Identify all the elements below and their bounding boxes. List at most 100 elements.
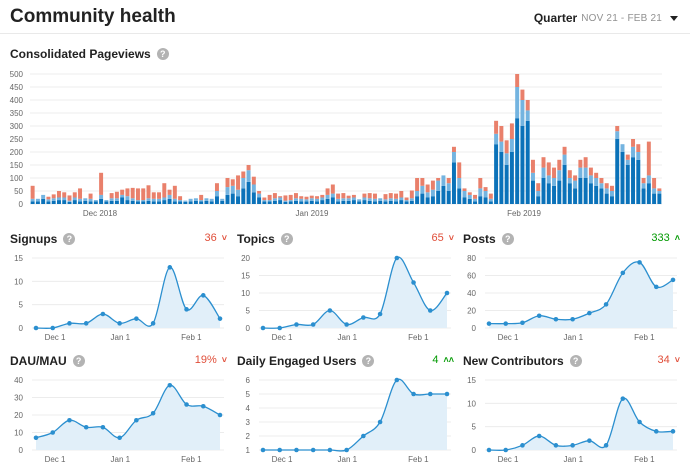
pageviews-bar-segment[interactable] — [546, 183, 551, 204]
pageviews-bar-segment[interactable] — [299, 201, 304, 204]
pageviews-bar-segment[interactable] — [409, 198, 414, 201]
pageviews-bar-segment[interactable] — [193, 198, 198, 201]
topics-point[interactable] — [427, 308, 433, 313]
pageviews-bar-segment[interactable] — [657, 193, 662, 204]
pageviews-bar-segment[interactable] — [404, 200, 409, 202]
pageviews-bar-segment[interactable] — [299, 196, 304, 199]
pageviews-bar-segment[interactable] — [509, 123, 514, 139]
pageviews-bar-segment[interactable] — [451, 146, 456, 152]
pageviews-bar-segment[interactable] — [378, 198, 383, 201]
pageviews-bar-segment[interactable] — [609, 196, 614, 204]
new-contributors-point[interactable] — [670, 429, 676, 434]
pageviews-bar-segment[interactable] — [251, 176, 256, 185]
pageviews-bar-segment[interactable] — [441, 185, 446, 204]
pageviews-bar-segment[interactable] — [236, 189, 241, 197]
pageviews-bar-segment[interactable] — [525, 110, 530, 121]
pageviews-bar-segment[interactable] — [220, 198, 225, 201]
pageviews-bar-segment[interactable] — [183, 200, 188, 202]
pageviews-bar-segment[interactable] — [151, 192, 156, 199]
pageviews-bar-segment[interactable] — [567, 183, 572, 204]
pageviews-bar-segment[interactable] — [541, 157, 546, 168]
pageviews-bar-segment[interactable] — [67, 200, 72, 202]
pageviews-bar-segment[interactable] — [583, 178, 588, 204]
pageviews-bar-segment[interactable] — [146, 185, 151, 199]
dau-mau-point[interactable] — [117, 435, 122, 441]
posts-point[interactable] — [620, 270, 626, 276]
pageviews-bar-segment[interactable] — [520, 126, 525, 204]
pageviews-bar-segment[interactable] — [178, 196, 183, 201]
pageviews-bar-segment[interactable] — [483, 197, 488, 205]
pageviews-bar-segment[interactable] — [88, 193, 93, 199]
pageviews-bar-segment[interactable] — [636, 152, 641, 160]
pageviews-bar-segment[interactable] — [167, 198, 172, 204]
pageviews-bar-segment[interactable] — [204, 198, 209, 201]
pageviews-bar-segment[interactable] — [467, 192, 472, 195]
pageviews-bar-segment[interactable] — [357, 201, 362, 204]
signups-point[interactable] — [67, 321, 72, 326]
pageviews-bar-segment[interactable] — [78, 198, 83, 202]
pageviews-bar-segment[interactable] — [341, 193, 346, 199]
pageviews-bar-segment[interactable] — [494, 144, 499, 204]
pageviews-bar-segment[interactable] — [35, 198, 40, 202]
pageviews-bar-segment[interactable] — [483, 187, 488, 191]
pageviews-bar-segment[interactable] — [125, 188, 130, 197]
dau-mau-point[interactable] — [33, 435, 39, 441]
pageviews-bar-segment[interactable] — [83, 200, 88, 204]
pageviews-bar-segment[interactable] — [631, 139, 636, 147]
pageviews-bar-segment[interactable] — [193, 200, 198, 204]
pageviews-bar-segment[interactable] — [636, 144, 641, 152]
daily-engaged-users-point[interactable] — [327, 447, 333, 453]
pageviews-bar-segment[interactable] — [478, 178, 483, 189]
pageviews-bar-segment[interactable] — [499, 126, 504, 142]
pageviews-bar-segment[interactable] — [183, 201, 188, 204]
topics-point[interactable] — [377, 311, 383, 317]
pageviews-bar-segment[interactable] — [346, 200, 351, 204]
pageviews-bar-segment[interactable] — [225, 194, 230, 204]
pageviews-bar-segment[interactable] — [583, 157, 588, 168]
pageviews-bar-segment[interactable] — [451, 162, 456, 204]
pageviews-bar-segment[interactable] — [609, 185, 614, 191]
pageviews-bar-segment[interactable] — [278, 196, 283, 198]
pageviews-bar-segment[interactable] — [325, 198, 330, 204]
pageviews-bar-segment[interactable] — [372, 193, 377, 199]
pageviews-bar-segment[interactable] — [515, 87, 520, 119]
signups-point[interactable] — [150, 321, 156, 326]
pageviews-bar-segment[interactable] — [246, 170, 251, 182]
daily-engaged-users-point[interactable] — [427, 391, 433, 397]
pageviews-bar-segment[interactable] — [104, 201, 109, 204]
new-contributors-point[interactable] — [620, 396, 626, 401]
posts-point[interactable] — [570, 316, 575, 322]
pageviews-bar-segment[interactable] — [278, 197, 283, 201]
pageviews-bar-segment[interactable] — [536, 191, 541, 197]
pageviews-bar-segment[interactable] — [552, 178, 557, 186]
pageviews-bar-segment[interactable] — [220, 200, 225, 204]
pageviews-bar-segment[interactable] — [604, 193, 609, 204]
pageviews-bar-segment[interactable] — [78, 201, 83, 204]
topics-point[interactable] — [310, 322, 316, 327]
pageviews-bar-segment[interactable] — [157, 198, 162, 202]
pageviews-bar-segment[interactable] — [272, 193, 277, 199]
pageviews-bar-segment[interactable] — [351, 194, 356, 198]
pageviews-bar-segment[interactable] — [172, 185, 177, 199]
daily-engaged-users-point[interactable] — [310, 447, 316, 453]
pageviews-bar-segment[interactable] — [415, 196, 420, 204]
pageviews-bar-segment[interactable] — [99, 198, 104, 204]
pageviews-bar-segment[interactable] — [178, 201, 183, 204]
pageviews-bar-segment[interactable] — [46, 201, 51, 204]
pageviews-bar-segment[interactable] — [135, 200, 140, 202]
pageviews-bar-segment[interactable] — [125, 196, 130, 201]
pageviews-bar-segment[interactable] — [125, 200, 130, 204]
pageviews-bar-segment[interactable] — [320, 197, 325, 201]
pageviews-bar-segment[interactable] — [409, 190, 414, 199]
posts-point[interactable] — [653, 284, 659, 290]
topics-point[interactable] — [444, 290, 450, 296]
pageviews-bar-segment[interactable] — [567, 178, 572, 184]
pageviews-bar-segment[interactable] — [388, 198, 393, 201]
pageviews-bar-segment[interactable] — [473, 198, 478, 202]
pageviews-bar-segment[interactable] — [446, 191, 451, 204]
pageviews-bar-segment[interactable] — [499, 152, 504, 204]
pageviews-bar-segment[interactable] — [399, 197, 404, 201]
topics-point[interactable] — [361, 315, 366, 320]
pageviews-bar-segment[interactable] — [478, 196, 483, 204]
pageviews-bar-segment[interactable] — [383, 199, 388, 202]
